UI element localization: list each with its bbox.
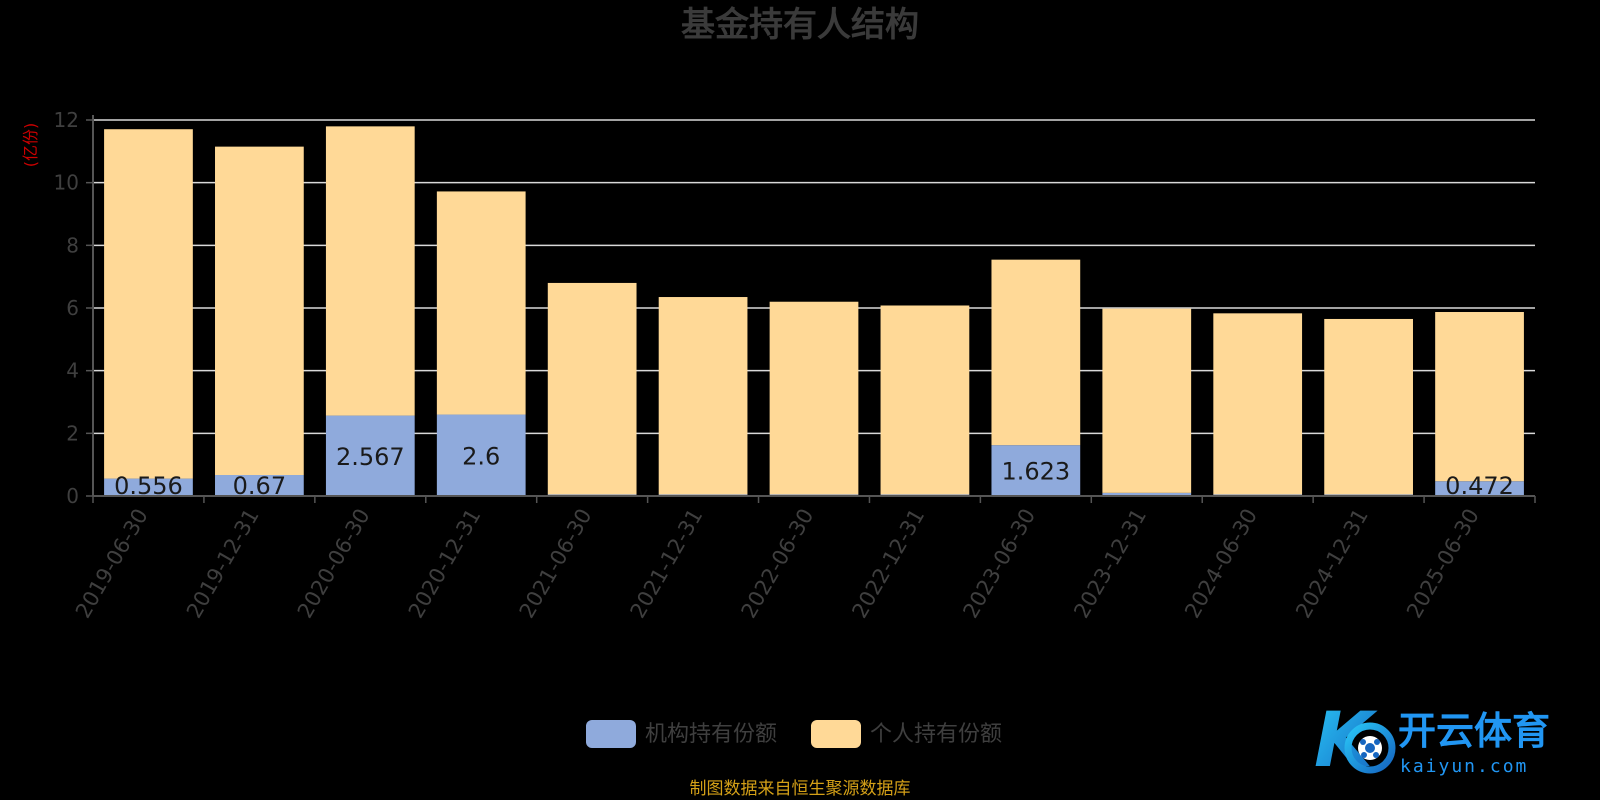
y-tick-label: 10 [54, 171, 79, 195]
x-tick-label: 2021-06-30 [515, 505, 597, 623]
x-tick-label: 2024-06-30 [1180, 505, 1262, 623]
y-tick-label: 0 [66, 484, 79, 508]
y-tick-label: 6 [66, 296, 79, 320]
bar-individual [991, 259, 1081, 446]
bar-institutional [215, 475, 304, 496]
bar-individual [325, 126, 415, 416]
x-tick-label: 2022-06-30 [737, 505, 819, 623]
bar-individual [547, 282, 637, 495]
bar-institutional [436, 414, 526, 496]
legend-swatch [586, 720, 636, 748]
kaiyun-logo-icon: K [1314, 700, 1396, 780]
legend-label: 机构持有份额 [645, 722, 777, 747]
legend-swatch [811, 720, 861, 748]
bar-institutional [1102, 492, 1192, 496]
x-tick-label: 2022-12-31 [847, 505, 929, 623]
y-tick-label: 8 [66, 233, 79, 257]
x-tick-label: 2020-12-31 [404, 505, 486, 623]
bar-individual [769, 301, 859, 495]
bar-individual [436, 191, 526, 415]
x-tick-label: 2023-06-30 [958, 505, 1040, 623]
y-tick-label: 4 [66, 359, 79, 383]
x-tick-label: 2021-12-31 [626, 505, 708, 623]
x-tick-label: 2023-12-31 [1069, 505, 1151, 623]
x-axis-ticks: 2019-06-30 2019-12-31 2020-06-30 2020-12-31… [71, 496, 1536, 623]
legend-label: 个人持有份额 [870, 722, 1002, 747]
y-tick-label: 2 [66, 421, 79, 445]
bar-value-label: 2.567 [336, 443, 405, 471]
bar-individual [658, 297, 748, 495]
bars [104, 126, 1524, 496]
x-tick-label: 2019-06-30 [71, 505, 153, 623]
bar-value-label: 2.6 [462, 442, 500, 470]
bar-individual [1435, 312, 1524, 482]
bar-institutional [325, 415, 415, 496]
bar-individual [880, 305, 970, 495]
watermark-brand: 开云体育 [1398, 709, 1550, 753]
x-tick-label: 2019-12-31 [182, 505, 264, 623]
kaiyun-watermark: K 开云体育 kaiyun.com [1314, 700, 1550, 780]
x-axis [92, 115, 1535, 497]
x-tick-label: 2025-06-30 [1402, 505, 1484, 623]
bar-value-label: 1.623 [1001, 458, 1070, 486]
bar-institutional [991, 445, 1081, 496]
chart-title: 基金持有人结构 [681, 5, 919, 45]
watermark-domain: kaiyun.com [1400, 756, 1528, 777]
bar-institutional [1435, 481, 1524, 496]
bar-individual [215, 146, 304, 476]
y-axis-ticks: 0 2 4 6 8 10 12 [54, 108, 93, 508]
x-tick-label: 2020-06-30 [293, 505, 375, 623]
bar-individual [1213, 313, 1303, 495]
bar-institutional [104, 478, 193, 496]
bar-individual [104, 129, 193, 479]
x-tick-label: 2024-12-31 [1291, 505, 1373, 623]
legend: 机构持有份额 个人持有份额 [586, 720, 1002, 748]
y-axis-unit-label: (亿份) [21, 123, 40, 168]
bar-individual [1324, 318, 1413, 495]
bar-individual [1102, 308, 1192, 493]
y-tick-label: 12 [54, 108, 79, 132]
source-note: 制图数据来自恒生聚源数据库 [690, 779, 911, 799]
